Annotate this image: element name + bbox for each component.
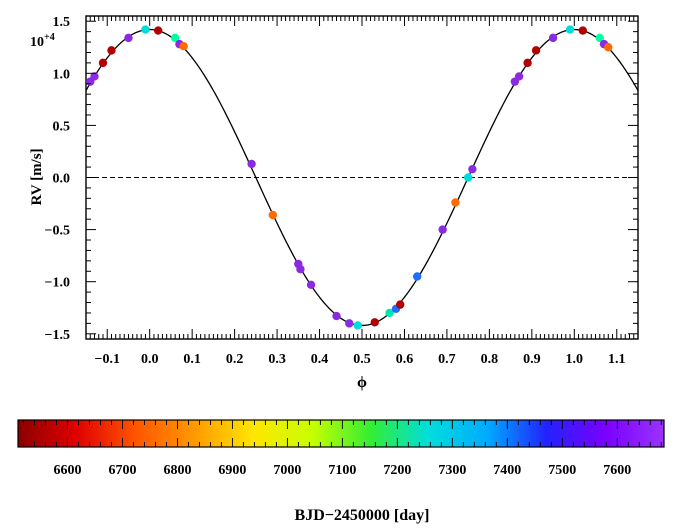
colorbar-tick-label: 6700 [108,463,136,478]
x-tick-label: 0.8 [481,352,499,367]
colorbar-tick-label: 7200 [383,463,411,478]
colorbar-tick-label: 6600 [53,463,81,478]
data-point [353,321,362,330]
y-ticks [86,20,638,335]
data-point [370,318,379,327]
data-point [306,280,316,290]
colorbar-tick-label: 7100 [328,463,356,478]
data-point [179,42,188,51]
data-point [107,46,116,55]
data-point [548,33,558,43]
colorbar-tick-label: 7300 [438,463,466,478]
colorbar-frame [17,419,665,448]
data-point [396,300,405,309]
colorbar-tick-labels: 6600 6700 6800 6900 7000 7100 7200 7300 7400 7500… [53,463,631,478]
colorbar-label: BJD−2450000 [day] [295,507,430,524]
colorbar-tick-label: 7600 [603,463,631,478]
data-point [438,225,447,234]
data-point [413,272,422,281]
data-point [268,210,278,220]
x-tick-labels: −0.1 0.0 0.1 0.2 0.3 0.4 0.5 0.6 0.7 0.8 0.9 1.0 1.1 [94,352,625,367]
data-point [296,264,305,274]
y-scale-factor: 10+4 [30,32,55,50]
data-point [463,173,473,182]
data-points [86,25,613,330]
data-point [247,159,256,169]
x-tick-label: 0.2 [226,352,244,367]
colorbar-tick-label: 7500 [548,463,576,478]
data-point [523,58,532,68]
colorbar-tick-label: 7000 [273,463,301,478]
data-point [451,198,460,207]
y-tick-label: −1.0 [45,276,70,291]
data-point [124,33,133,43]
y-tick-label: −0.5 [45,224,70,239]
data-point [141,25,150,34]
x-axis-label: ϕ [357,374,367,391]
data-point [385,308,394,318]
y-tick-label: 0.5 [53,119,71,134]
x-tick-label: 0.9 [523,352,541,367]
data-point [90,72,99,81]
x-tick-label: 0.1 [183,352,201,367]
y-tick-label: 1.0 [53,67,71,82]
y-axis-label: RV [m/s] [29,148,45,205]
data-point [578,26,587,35]
data-point [565,25,575,34]
data-point [604,43,613,52]
x-tick-label: 0.3 [268,352,286,367]
x-ticks [85,16,639,339]
data-point [595,33,604,43]
colorbar-tick-label: 7400 [493,463,521,478]
x-tick-label: −0.1 [94,352,119,367]
x-tick-label: 0.7 [438,352,456,367]
data-point [468,164,477,174]
y-tick-labels: 1.5 1.0 0.5 0.0 −0.5 −1.0 −1.5 [45,15,70,343]
data-point [514,72,524,81]
data-point [332,311,341,321]
colorbar-tick-label: 6900 [218,463,246,478]
rv-plot: −0.1 0.0 0.1 0.2 0.3 0.4 0.5 0.6 0.7 0.8 0.9 1.0 1.1… [29,15,639,391]
colorbar: 6600 6700 6800 6900 7000 7100 7200 7300 7400 7500… [17,419,665,524]
y-tick-label: 0.0 [53,172,71,187]
data-point [531,46,541,55]
plot-content [86,25,638,330]
data-point [345,319,354,328]
x-tick-label: 1.1 [608,352,626,367]
data-point [153,26,163,35]
x-tick-label: 0.5 [353,352,371,367]
y-scale-exponent: +4 [44,32,55,43]
data-point [98,58,108,68]
y-scale-base: 10 [30,35,44,50]
colorbar-gradient [18,420,664,447]
y-tick-label: 1.5 [53,15,71,30]
x-tick-label: 0.4 [311,352,329,367]
x-tick-label: 0.6 [396,352,414,367]
colorbar-ticks [23,420,662,447]
x-tick-label: 0.0 [141,352,159,367]
data-point [170,33,180,43]
colorbar-tick-label: 6800 [163,463,191,478]
x-tick-label: 1.0 [566,352,584,367]
y-tick-label: −1.5 [45,328,70,343]
